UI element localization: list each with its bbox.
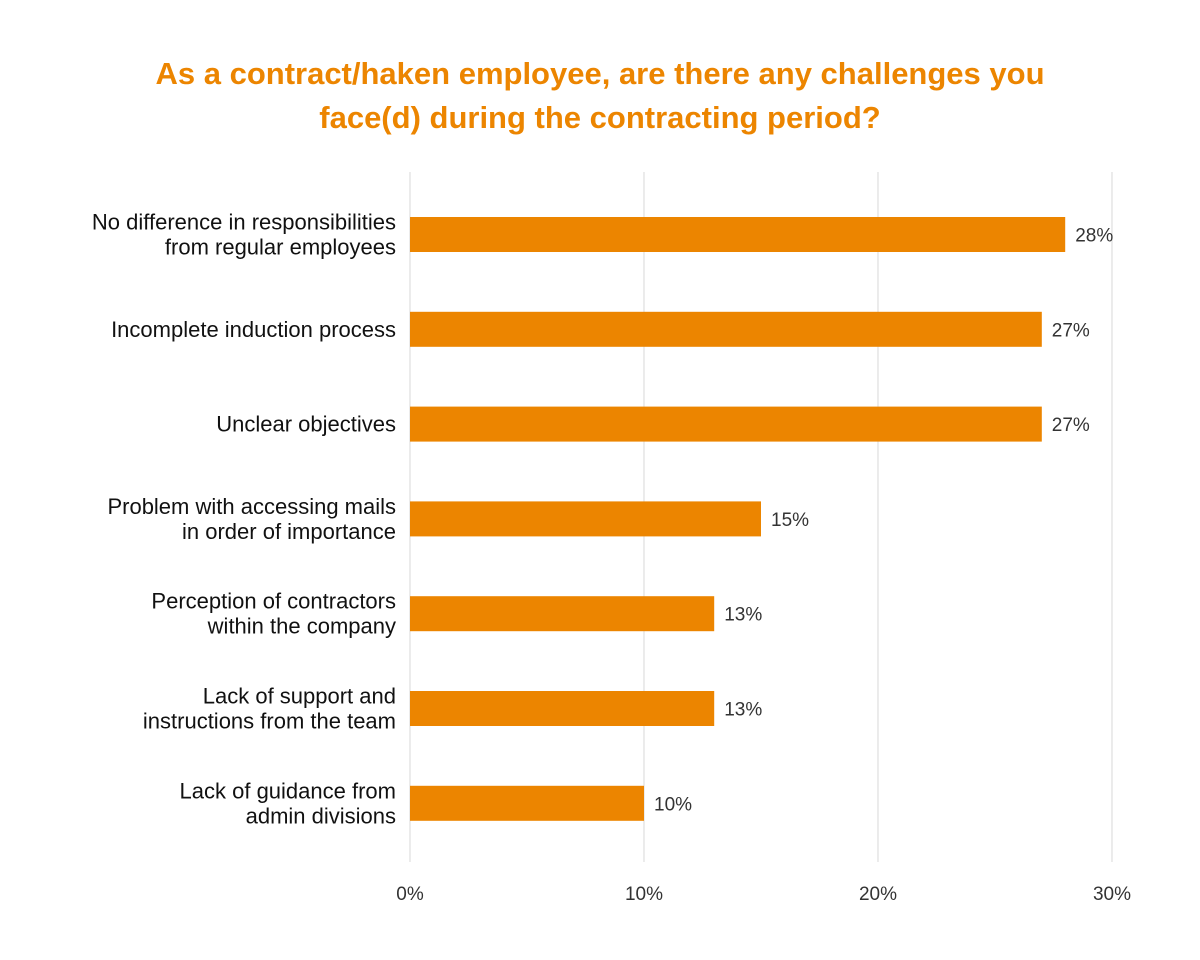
value-label: 27% — [1052, 415, 1090, 436]
category-label: Incomplete induction process — [111, 317, 396, 342]
chart-title-line-2: face(d) during the contracting period? — [319, 100, 881, 135]
value-labels: 28% 27% 27% 15% 13% 13% 10% — [654, 226, 1113, 816]
x-tick-label: 30% — [1093, 884, 1131, 905]
bar — [410, 406, 1042, 442]
category-label: Lack of guidance from — [180, 778, 396, 803]
bar — [410, 217, 1066, 252]
category-label: from regular employees — [165, 235, 396, 260]
category-label: within the company — [207, 614, 396, 639]
category-label: in order of importance — [182, 519, 396, 544]
value-label: 27% — [1052, 320, 1090, 341]
value-label: 13% — [724, 605, 762, 626]
x-tick-label: 20% — [859, 884, 897, 905]
value-label: 28% — [1075, 226, 1113, 247]
category-label: admin divisions — [246, 803, 396, 828]
bars — [410, 217, 1066, 821]
x-tick-label: 10% — [625, 884, 663, 905]
bar — [410, 596, 715, 632]
bar — [410, 311, 1042, 347]
category-label: instructions from the team — [143, 709, 396, 734]
category-label: Problem with accessing mails — [107, 494, 396, 519]
x-tick-label: 0% — [396, 884, 424, 905]
bar — [410, 501, 761, 537]
x-axis-ticks: 0% 10% 20% 30% — [396, 884, 1131, 905]
category-label: Lack of support and — [203, 684, 396, 709]
value-label: 15% — [771, 510, 809, 531]
category-label: Perception of contractors — [151, 589, 396, 614]
chart-title-line-1: As a contract/haken employee, are there … — [155, 56, 1045, 91]
bar — [410, 691, 715, 726]
bar — [410, 785, 644, 821]
chart-title: As a contract/haken employee, are there … — [0, 52, 1200, 140]
category-label: Unclear objectives — [216, 412, 396, 437]
category-label: No difference in responsibilities — [92, 210, 396, 235]
value-label: 13% — [724, 700, 762, 721]
value-label: 10% — [654, 794, 692, 815]
